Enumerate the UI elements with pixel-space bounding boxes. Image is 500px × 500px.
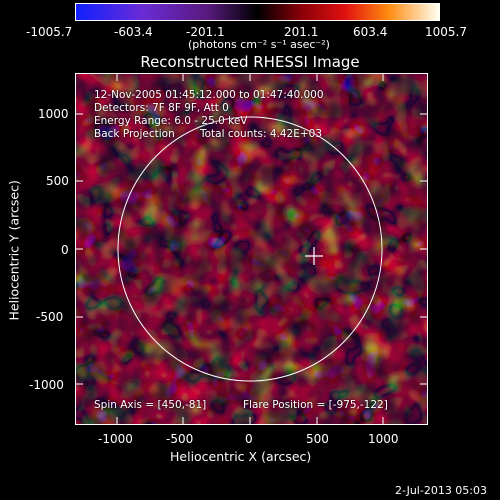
timestamp: 2-Jul-2013 05:03	[395, 484, 488, 497]
x-tick-label: 1000	[368, 432, 399, 446]
x-tick-label: -1000	[98, 432, 133, 446]
info-detectors: Detectors: 7F 8F 9F, Att 0	[94, 102, 229, 114]
axis-tick-marks	[75, 73, 428, 425]
info-total-counts: Total counts: 4.42E+03	[200, 128, 323, 140]
colorbar-tick: 201.1	[284, 25, 319, 39]
x-tick-label: -500	[166, 432, 194, 446]
colorbar-tick: 603.4	[353, 25, 388, 39]
colorbar-unit-label: (photons cm⁻² s⁻¹ asec⁻²)	[188, 38, 330, 51]
info-time-range: 12-Nov-2005 01:45:12.000 to 01:47:40.000	[94, 89, 324, 101]
solar-limb-circle	[117, 116, 383, 382]
info-flare-position: Flare Position = [-975,-122]	[243, 399, 388, 411]
rhessi-image	[75, 73, 428, 425]
y-tick-label: 0	[61, 243, 69, 257]
colorbar-tick: -1005.7	[26, 25, 73, 39]
y-tick-label: 1000	[38, 107, 69, 121]
y-tick-label: 500	[46, 174, 69, 188]
colorbar-tick: -201.1	[186, 25, 225, 39]
y-axis-label: Heliocentric Y (arcsec)	[6, 180, 22, 321]
plot-overlay	[117, 116, 383, 382]
y-tick-label: -500	[36, 310, 64, 324]
info-energy-range: Energy Range: 6.0 - 25.0 keV	[94, 115, 248, 127]
plot-title: Reconstructed RHESSI Image	[140, 53, 360, 71]
y-tick-label: -1000	[29, 378, 64, 392]
x-tick-label: 0	[245, 432, 253, 446]
info-method: Back Projection	[94, 128, 175, 140]
info-spin-axis: Spin Axis = [450,-81]	[94, 399, 207, 411]
flare-cross-marker	[305, 247, 323, 265]
colorbar	[75, 3, 440, 21]
x-axis-label: Heliocentric X (arcsec)	[170, 449, 312, 464]
x-tick-label: 500	[306, 432, 329, 446]
colorbar-tick: -603.4	[114, 25, 153, 39]
colorbar-tick: 1005.7	[425, 25, 467, 39]
